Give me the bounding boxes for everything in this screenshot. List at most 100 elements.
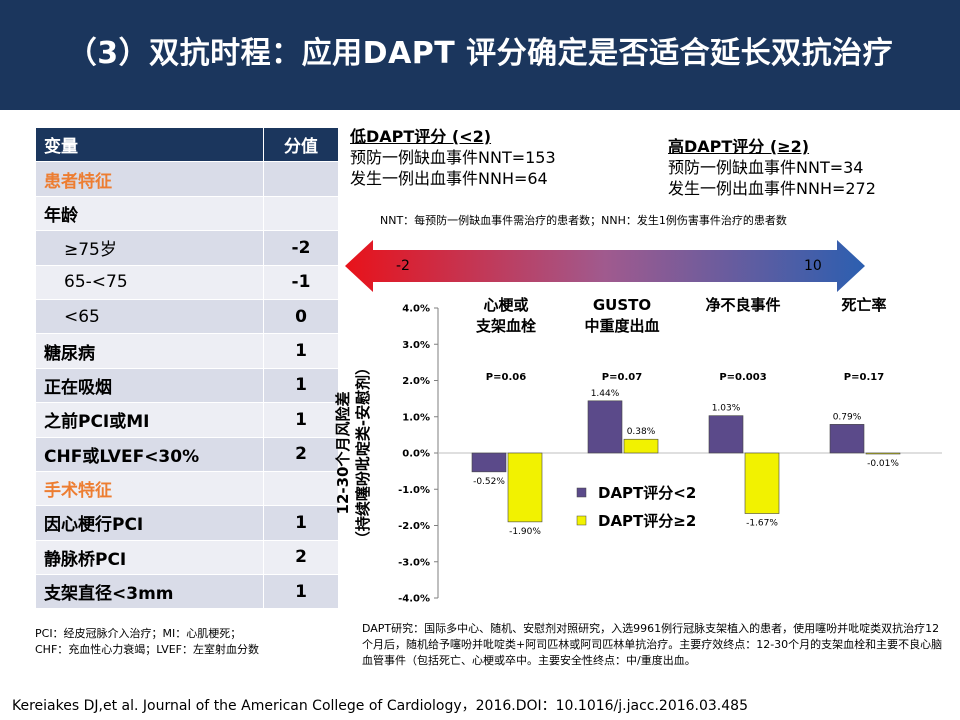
data-label: -1.67% — [746, 519, 778, 529]
score-cell — [263, 470, 339, 507]
y-axis-title: 12-30个月风险差 — [334, 392, 352, 515]
bar — [623, 438, 659, 454]
score-gradient-arrow — [345, 240, 865, 292]
table-row: 之前PCI或MI 1 — [35, 402, 339, 438]
y-tick-label: 3.0% — [402, 340, 430, 351]
page-title: （3）双抗时程：应用DAPT 评分确定是否适合延长双抗治疗 — [66, 36, 894, 71]
y-tick-label: 1.0% — [402, 412, 430, 423]
high-score-nnt: 预防一例缺血事件NNT=34 — [668, 158, 864, 177]
table-row: 因心梗行PCI 1 — [35, 505, 339, 541]
variable-cell: 年龄 — [35, 195, 264, 232]
data-label: -0.01% — [867, 459, 899, 469]
risk-difference-chart: 4.0% 3.0% 2.0% 1.0% 0.0% -1.0% -2.0% -3.0% -4.0%… — [334, 296, 942, 605]
variable-cell: 65-<75 — [35, 264, 264, 300]
y-tick-label: 4.0% — [402, 304, 430, 315]
legend-label: DAPT评分≥2 — [598, 512, 696, 530]
title-bar: （3）双抗时程：应用DAPT 评分确定是否适合延长双抗治疗 — [0, 0, 960, 110]
table-row: 65-<75 -1 — [35, 264, 339, 300]
nnt-definition: NNT：每预防一例缺血事件需治疗的患者数；NNH：发生1例伤害事件治疗的患者数 — [380, 214, 787, 227]
table-footnote: PCI：经皮冠脉介入治疗；MI：心肌梗死； CHF：充血性心力衰竭；LVEF：左… — [35, 626, 259, 658]
bar — [865, 452, 901, 455]
score-cell: 2 — [263, 539, 339, 576]
bar — [744, 452, 780, 514]
category-label: 净不良事件 — [705, 296, 780, 314]
category-label: 中重度出血 — [584, 317, 659, 335]
high-score-nnh: 发生一例出血事件NNH=272 — [668, 179, 876, 198]
bar — [471, 452, 507, 473]
header-variable: 变量 — [35, 126, 264, 163]
footnote-line: PCI：经皮冠脉介入治疗；MI：心肌梗死； — [35, 627, 242, 640]
variable-cell: ≥75岁 — [35, 230, 264, 266]
data-label: 0.79% — [833, 412, 862, 422]
legend-label: DAPT评分<2 — [598, 484, 696, 502]
table-row: 正在吸烟 1 — [35, 367, 339, 404]
legend-swatch — [576, 515, 587, 526]
category-label: 死亡率 — [841, 296, 886, 314]
score-cell: 0 — [263, 298, 339, 335]
p-value-label: P=0.07 — [602, 372, 642, 383]
high-score-panel: 高DAPT评分 (≥2) 预防一例缺血事件NNT=34 发生一例出血事件NNH=… — [668, 136, 876, 199]
dapt-score-table: 变量 分值 患者特征 年龄 ≥75岁 -2 65-<75 -1 <65 0 糖尿病 1 正在吸烟 1 之… — [35, 126, 339, 610]
y-tick-label: 0.0% — [402, 449, 430, 460]
score-cell: 1 — [263, 402, 339, 438]
bar — [587, 400, 623, 454]
arrow-right-label: 10 — [804, 258, 822, 274]
p-value-label: P=0.06 — [486, 372, 526, 383]
score-cell — [263, 195, 339, 232]
variable-cell: 正在吸烟 — [35, 367, 264, 404]
y-tick-label: -2.0% — [398, 521, 430, 532]
p-value-label: P=0.003 — [719, 372, 766, 383]
variable-cell: <65 — [35, 298, 264, 335]
study-description: DAPT研究：国际多中心、随机、安慰剂对照研究，入选9961例行冠脉支架植入的患… — [362, 622, 943, 667]
arrow-left-label: -2 — [396, 258, 410, 274]
score-cell: 2 — [263, 436, 339, 472]
table-row: 支架直径<3mm 1 — [35, 574, 339, 610]
y-tick-label: -1.0% — [398, 485, 430, 496]
high-score-heading: 高DAPT评分 (≥2) — [668, 137, 810, 156]
header-score: 分值 — [263, 126, 339, 163]
category-label: 心梗或 — [483, 296, 528, 314]
section-row: 患者特征 — [35, 161, 339, 197]
table-row: 糖尿病 1 — [35, 333, 339, 369]
y-tick-label: -4.0% — [398, 594, 430, 605]
score-cell: 1 — [263, 333, 339, 369]
score-cell: 1 — [263, 505, 339, 541]
variable-cell: 之前PCI或MI — [35, 402, 264, 438]
category-label: 支架血栓 — [475, 317, 536, 335]
bar — [708, 415, 744, 454]
score-cell: 1 — [263, 574, 339, 610]
table-row: ≥75岁 -2 — [35, 230, 339, 266]
table-header: 变量 分值 — [35, 126, 339, 163]
score-cell: -1 — [263, 264, 339, 300]
legend-swatch — [576, 487, 587, 498]
table-row: CHF或LVEF<30% 2 — [35, 436, 339, 472]
variable-cell: 手术特征 — [35, 470, 264, 507]
variable-cell: 支架直径<3mm — [35, 574, 264, 610]
score-cell: -2 — [263, 230, 339, 266]
bar — [507, 452, 543, 523]
score-cell — [263, 161, 339, 197]
y-tick-label: -3.0% — [398, 557, 430, 568]
data-label: 1.44% — [591, 389, 620, 399]
bar — [829, 424, 865, 454]
data-label: -1.90% — [509, 527, 541, 537]
low-score-nnt: 预防一例缺血事件NNT=153 — [350, 148, 556, 167]
variable-cell: CHF或LVEF<30% — [35, 436, 264, 472]
low-score-nnh: 发生一例出血事件NNH=64 — [350, 169, 548, 188]
data-label: 1.03% — [712, 404, 741, 414]
score-cell: 1 — [263, 367, 339, 404]
data-label: -0.52% — [473, 477, 505, 487]
citation: Kereiakes DJ,et al. Journal of the Ameri… — [12, 698, 748, 714]
variable-cell: 糖尿病 — [35, 333, 264, 369]
table-row: <65 0 — [35, 298, 339, 335]
category-label: GUSTO — [593, 296, 651, 314]
section-row: 手术特征 — [35, 470, 339, 507]
table-row: 年龄 — [35, 195, 339, 232]
variable-cell: 患者特征 — [35, 161, 264, 197]
data-label: 0.38% — [627, 427, 656, 437]
y-axis-title: （持续噻吩吡啶类-安慰剂） — [354, 360, 372, 546]
variable-cell: 因心梗行PCI — [35, 505, 264, 541]
variable-cell: 静脉桥PCI — [35, 539, 264, 576]
p-value-label: P=0.17 — [844, 372, 884, 383]
low-score-heading: 低DAPT评分 (<2) — [350, 127, 492, 146]
